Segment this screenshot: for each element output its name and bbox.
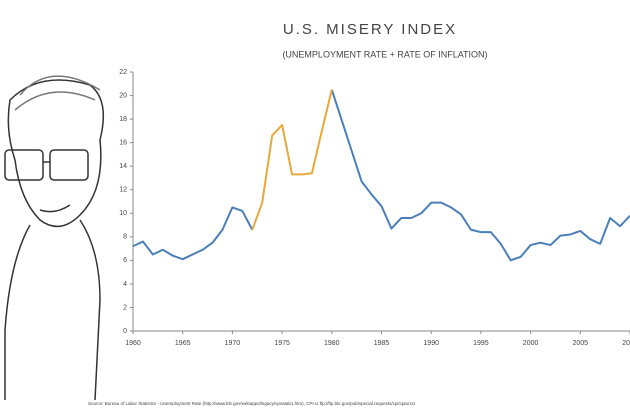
- y-tick-label: 22: [119, 69, 127, 76]
- x-tick-label: 1970: [225, 340, 241, 347]
- x-tick-label: 1995: [473, 340, 489, 347]
- x-tick-label: 2005: [573, 340, 589, 347]
- x-tick-label: 1965: [175, 340, 191, 347]
- x-tick-label: 2010: [622, 340, 630, 347]
- y-tick-label: 20: [119, 92, 127, 99]
- source: Source: Bureau of Labor Statistics - Une…: [88, 401, 416, 406]
- x-tick-label: 1975: [274, 340, 290, 347]
- y-tick-label: 6: [123, 257, 127, 264]
- y-tick-label: 8: [123, 234, 127, 241]
- y-tick-label: 18: [119, 116, 127, 123]
- x-tick-label: 1985: [374, 340, 390, 347]
- y-tick-label: 4: [123, 281, 127, 288]
- y-tick-label: 0: [123, 328, 127, 335]
- chart-subtitle: (UNEMPLOYMENT RATE + RATE OF INFLATION): [282, 49, 487, 59]
- x-tick-label: 2000: [523, 340, 539, 347]
- series-line: [132, 89, 630, 262]
- y-tick-label: 10: [119, 210, 127, 217]
- caricature: [4, 75, 105, 401]
- x-tick-label: 1990: [423, 340, 439, 347]
- x-tick-label: 1980: [324, 340, 340, 347]
- y-tick-label: 16: [119, 139, 127, 146]
- chart-title: U.S. MISERY INDEX: [283, 21, 457, 38]
- x-tick-label: 1960: [125, 340, 141, 347]
- y-tick-label: 14: [119, 163, 127, 170]
- y-tick-label: 12: [119, 187, 127, 194]
- y-tick-label: 2: [123, 304, 127, 311]
- series-line: [251, 89, 333, 231]
